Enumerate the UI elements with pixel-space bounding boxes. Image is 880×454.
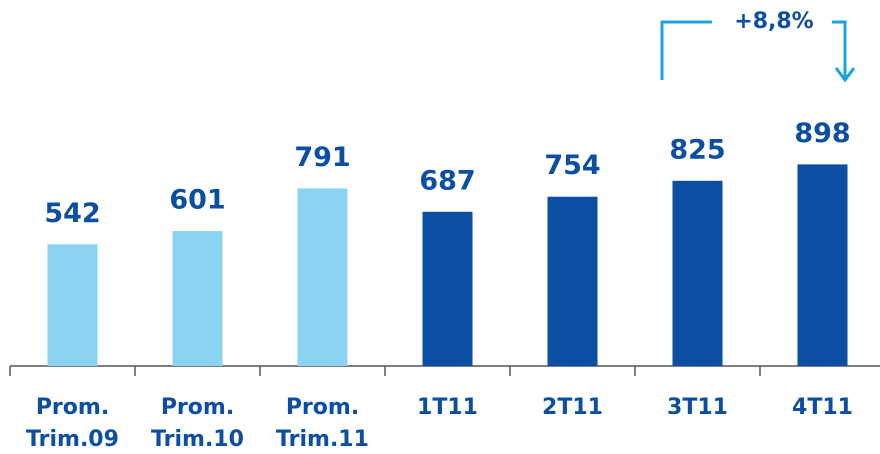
value-label: 791 [294,142,350,173]
value-label: 754 [544,150,600,181]
bar [547,196,598,366]
growth-annotation: +8,8% [734,9,813,34]
growth-bracket [660,20,856,83]
value-label: 898 [794,118,850,149]
x-tick-label: 3T11 [667,395,728,420]
x-tick-label: 1T11 [417,395,478,420]
bar [172,231,223,366]
bar [672,180,723,366]
bar [797,164,848,366]
x-tick-label: Prom. Trim.09 [26,395,119,452]
value-label: 687 [419,165,475,196]
x-tick-label: 2T11 [542,395,603,420]
x-tick-label: Prom. Trim.10 [151,395,244,452]
bar [297,188,348,366]
value-label: 825 [669,134,725,165]
value-label: 542 [44,198,100,229]
value-label: 601 [169,185,225,216]
x-tick-label: 4T11 [792,395,853,420]
bar [47,244,98,366]
x-tick-label: Prom. Trim.11 [276,395,369,452]
bar [422,211,473,366]
